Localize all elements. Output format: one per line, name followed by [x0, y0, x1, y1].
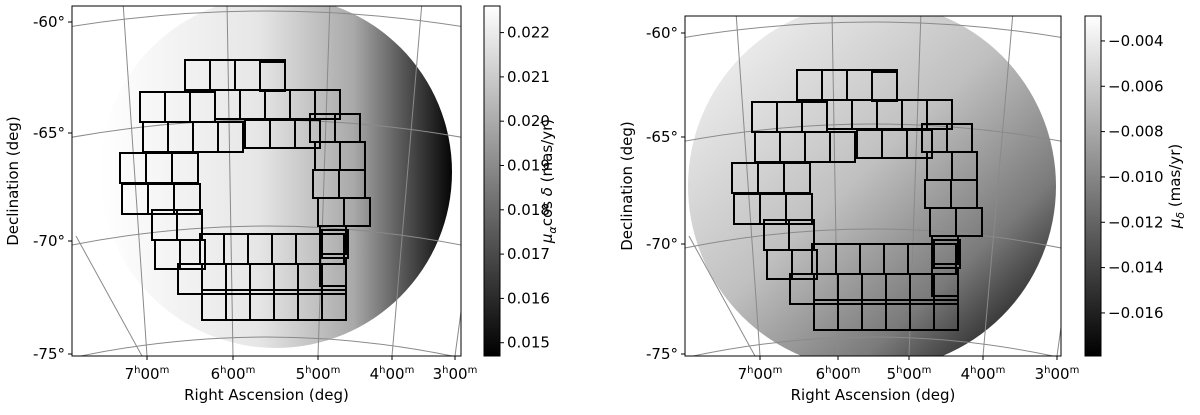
colorbar-label: μδ (mas/yr) [1166, 144, 1187, 229]
survey-tile [785, 193, 813, 225]
survey-tile [926, 99, 953, 130]
colorbar-tick-label: 0.020 [507, 112, 550, 130]
x-tick-label: 5h00m [887, 365, 932, 383]
x-tick-label: 5h00m [296, 365, 341, 383]
axes-frame [684, 15, 1062, 357]
x-tick-label: 7h00m [738, 365, 783, 383]
y-tick-label: -65° [33, 124, 65, 142]
x-tick-label: 6h00m [816, 365, 861, 383]
axes-frame [71, 5, 462, 357]
y-tick-label: -60° [33, 13, 65, 31]
y-tick-label: -75° [33, 345, 65, 363]
y-axis-label: Declination (deg) [4, 116, 22, 246]
dec-gridline [78, 336, 455, 356]
x-axis-label: Right Ascension (deg) [184, 386, 349, 404]
ra-gridline [75, 235, 143, 356]
x-tick-label: 6h00m [211, 365, 256, 383]
colorbar [1084, 15, 1102, 357]
survey-tiles [731, 69, 983, 331]
survey-tile [314, 89, 341, 120]
survey-tile [791, 249, 818, 280]
x-tick-label: 4h00m [370, 365, 415, 383]
proper-motion-field [100, 6, 452, 348]
colorbar-tick-label: 0.019 [507, 156, 550, 174]
x-tick-label: 7h00m [125, 365, 170, 383]
x-tick-label: 3h00m [1035, 365, 1080, 383]
y-tick-label: -60° [646, 24, 678, 42]
colorbar-tick-label: 0.022 [507, 24, 550, 42]
y-tick-label: -65° [646, 128, 678, 146]
proper-motion-field [688, 16, 1056, 356]
y-tick-label: -70° [33, 232, 65, 250]
colorbar-tick-label: 0.018 [507, 201, 550, 219]
x-tick-label: 3h00m [433, 365, 478, 383]
colorbar-tick-label: 0.021 [507, 68, 550, 86]
ra-gridline [122, 6, 148, 356]
x-axis-label: Right Ascension (deg) [791, 386, 956, 404]
colorbar [483, 5, 501, 357]
survey-tile [321, 289, 347, 321]
sky-map [72, 6, 461, 356]
ra-gridline [735, 16, 761, 356]
colorbar-tick-label: −0.006 [1108, 77, 1164, 95]
dec-gridline [685, 123, 1061, 142]
colorbar-tick-label: −0.008 [1108, 123, 1164, 141]
ra-gridline [391, 6, 423, 356]
ra-gridline [688, 235, 756, 356]
colorbar-tick-label: 0.015 [507, 334, 550, 352]
survey-tile [906, 129, 933, 159]
y-tick-label: -75° [646, 345, 678, 363]
colorbar-tick-label: −0.010 [1108, 168, 1164, 186]
x-tick-label: 4h00m [961, 365, 1006, 383]
survey-tile [933, 299, 959, 331]
colorbar-tick-label: −0.012 [1108, 213, 1164, 231]
coordinate-grid [72, 6, 461, 356]
dec-gridline [72, 225, 461, 246]
sky-map [685, 16, 1061, 356]
dec-gridline [685, 21, 1061, 38]
colorbar-tick-label: 0.016 [507, 289, 550, 307]
survey-tile [179, 239, 206, 270]
ra-gridline [317, 6, 331, 356]
survey-tile [294, 119, 321, 149]
colorbar-tick-label: −0.004 [1108, 32, 1164, 50]
y-tick-label: -70° [646, 235, 678, 253]
survey-tile [931, 267, 959, 297]
y-axis-label: Declination (deg) [618, 121, 636, 251]
colorbar-tick-label: −0.016 [1108, 304, 1164, 322]
survey-tile [343, 197, 371, 227]
survey-tile [829, 131, 856, 163]
survey-tiles [119, 59, 371, 321]
panel-pmdec: -60° -65° -70° -75° 7h00m 6h00m 5h00m 4h00m 3h00… [618, 15, 1187, 404]
colorbar-tick-label: −0.014 [1108, 259, 1164, 277]
panel-pmra: -60° -65° -70° -75° 7h00m 6h00m 5h00m 4h00m 3h00… [4, 5, 559, 404]
colorbar-label: μαcos δ (mas/yr) [538, 119, 559, 244]
dec-gridline [72, 10, 461, 27]
ra-gridline [982, 16, 1014, 356]
dec-gridline [690, 336, 1056, 356]
survey-tile [217, 121, 244, 153]
colorbar-tick-label: 0.017 [507, 245, 550, 263]
survey-tile [955, 207, 983, 237]
dec-gridline [685, 228, 1061, 249]
survey-tile [173, 183, 201, 215]
survey-tile [319, 257, 347, 287]
